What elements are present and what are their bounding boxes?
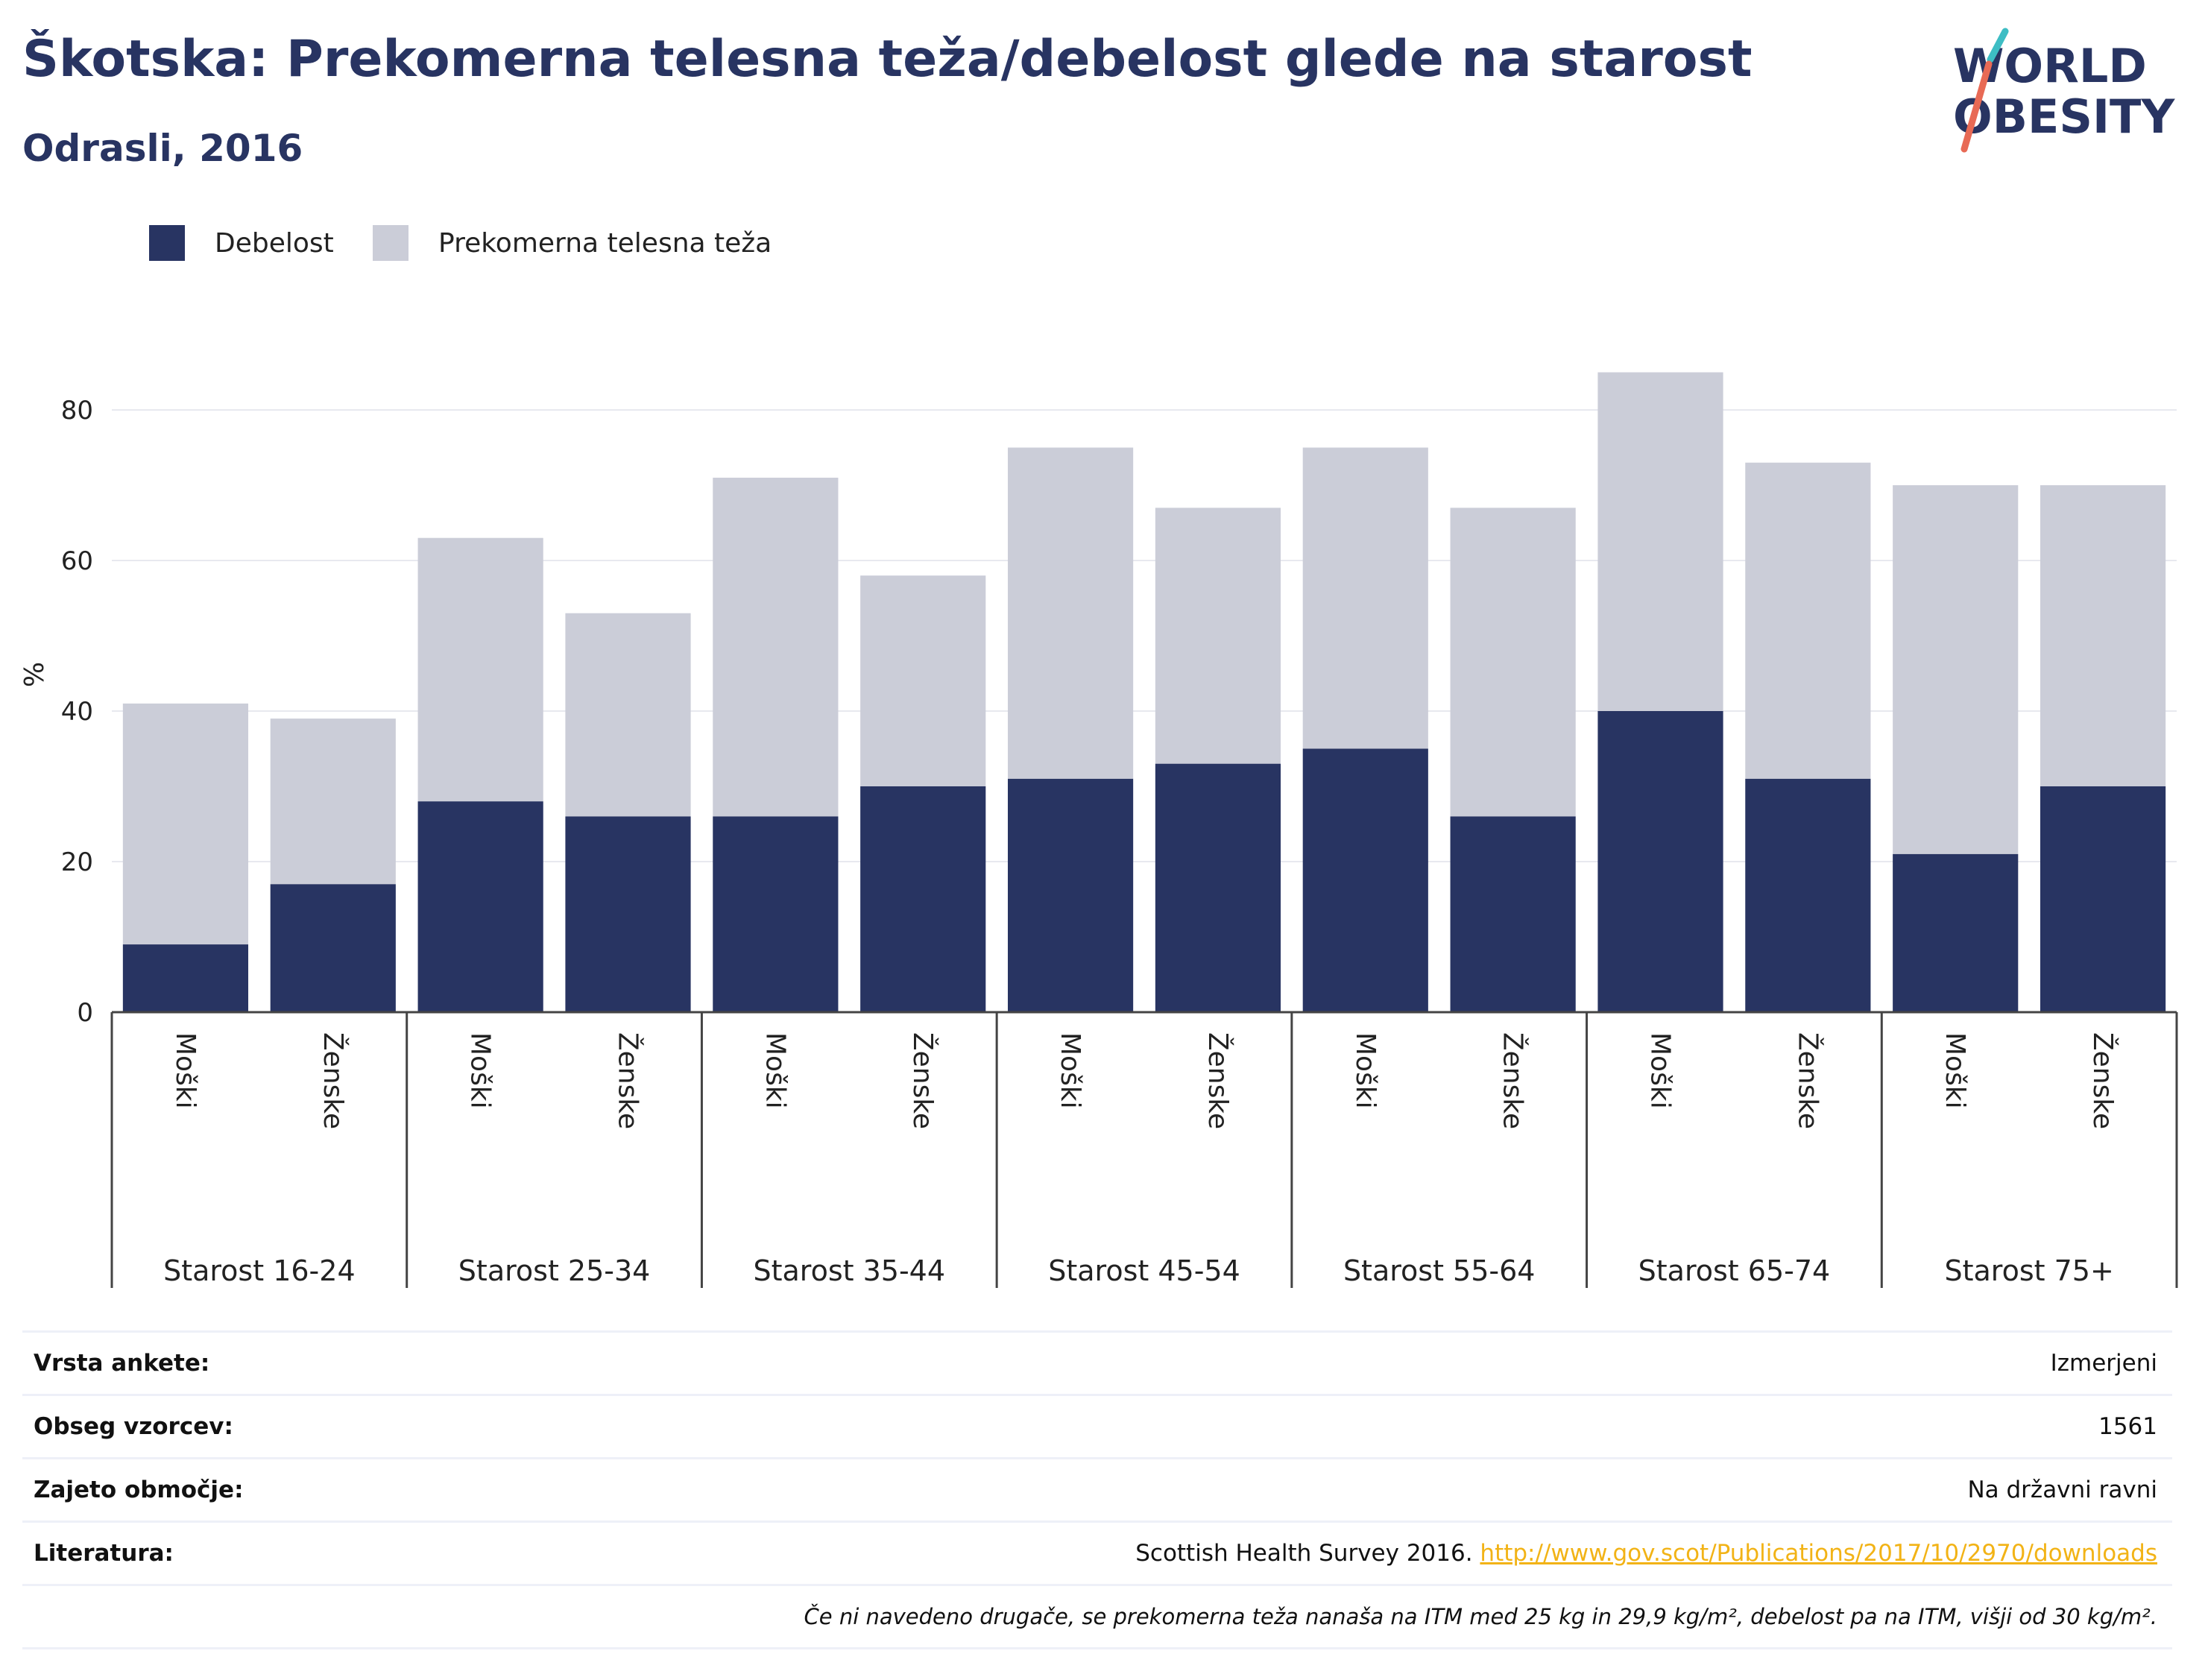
info-row-note: Če ni navedeno drugače, se prekomerna te… — [22, 1584, 2172, 1649]
bar-obesity — [270, 884, 396, 1012]
info-row-survey: Vrsta ankete: Izmerjeni — [22, 1330, 2172, 1394]
bar-overweight — [713, 477, 839, 817]
bar-obesity — [122, 944, 249, 1012]
bar-obesity — [1155, 763, 1281, 1012]
bar-obesity — [1597, 711, 1723, 1012]
coverage-area-label: Zajeto območje: — [34, 1477, 244, 1503]
legend-swatch-obesity — [149, 225, 185, 261]
x-tick-label: Ženske — [613, 1032, 644, 1129]
legend-label-obesity: Debelost — [215, 227, 334, 259]
x-tick-label: Moški — [760, 1032, 790, 1109]
y-tick-label: 20 — [61, 847, 93, 877]
group-label: Starost 25-34 — [458, 1254, 651, 1287]
bar-overweight — [417, 537, 543, 802]
y-tick-label: 0 — [77, 998, 93, 1028]
sample-size-label: Obseg vzorcev: — [34, 1413, 233, 1440]
svg-text:OBESITY: OBESITY — [1953, 89, 2175, 144]
coverage-area-value: Na državni ravni — [1967, 1477, 2157, 1503]
bar-overweight — [1302, 447, 1428, 749]
bar-overweight — [1155, 508, 1281, 764]
bar-obesity — [1450, 816, 1576, 1012]
group-label: Starost 35-44 — [754, 1254, 946, 1287]
legend-item-obesity[interactable]: Debelost — [149, 225, 334, 261]
bar-overweight — [1893, 485, 2019, 854]
info-table: Vrsta ankete: Izmerjeni Obseg vzorcev: 1… — [22, 1330, 2172, 1649]
bar-overweight — [2040, 485, 2166, 786]
info-row-sample: Obseg vzorcev: 1561 — [22, 1394, 2172, 1457]
chart-subtitle: Odrasli, 2016 — [22, 127, 303, 170]
y-axis-label: % — [19, 662, 50, 687]
bar-overweight — [122, 703, 249, 945]
x-tick-label: Ženske — [1498, 1032, 1529, 1129]
y-tick-label: 40 — [61, 697, 93, 727]
bar-obesity — [565, 816, 691, 1012]
x-tick-label: Ženske — [318, 1032, 349, 1129]
reference-value: Scottish Health Survey 2016. http://www.… — [1135, 1540, 2172, 1567]
reference-label: Literatura: — [34, 1540, 174, 1567]
bar-obesity — [860, 786, 986, 1012]
reference-link[interactable]: http://www.gov.scot/Publications/2017/10… — [1480, 1540, 2157, 1567]
group-label: Starost 75+ — [1944, 1254, 2113, 1287]
bar-obesity — [713, 816, 839, 1012]
bar-overweight — [1597, 372, 1723, 711]
group-label: Starost 45-54 — [1048, 1254, 1240, 1287]
legend-item-overweight[interactable]: Prekomerna telesna teža — [373, 225, 772, 261]
bar-obesity — [417, 801, 543, 1012]
sample-size-value: 1561 — [2098, 1413, 2157, 1440]
x-tick-label: Moški — [1350, 1032, 1381, 1109]
definition-note: Če ni navedeno drugače, se prekomerna te… — [804, 1604, 2157, 1629]
survey-type-label: Vrsta ankete: — [34, 1350, 210, 1377]
bar-overweight — [860, 575, 986, 786]
y-tick-label: 80 — [61, 396, 93, 426]
reference-text: Scottish Health Survey 2016. — [1135, 1540, 1480, 1567]
group-label: Starost 55-64 — [1343, 1254, 1536, 1287]
x-tick-label: Moški — [1055, 1032, 1085, 1109]
chart-title: Škotska: Prekomerna telesna teža/debelos… — [22, 30, 1753, 89]
bar-obesity — [1745, 778, 1871, 1012]
x-tick-label: Moški — [1940, 1032, 1970, 1109]
x-tick-label: Ženske — [907, 1032, 939, 1129]
group-label: Starost 65-74 — [1638, 1254, 1831, 1287]
legend-swatch-overweight — [373, 225, 408, 261]
x-tick-label: Moški — [1645, 1032, 1676, 1109]
bar-overweight — [1745, 462, 1871, 779]
bar-obesity — [1007, 778, 1134, 1012]
bar-overweight — [1007, 447, 1134, 779]
bar-obesity — [2040, 786, 2166, 1012]
world-obesity-logo: WORLD OBESITY — [1953, 28, 2175, 153]
info-row-reference: Literatura: Scottish Health Survey 2016.… — [22, 1520, 2172, 1584]
y-tick-label: 60 — [61, 546, 93, 576]
x-tick-label: Ženske — [2087, 1032, 2119, 1129]
x-tick-label: Moški — [170, 1032, 201, 1109]
legend-label-overweight: Prekomerna telesna teža — [438, 227, 772, 259]
x-tick-label: Ženske — [1202, 1032, 1234, 1129]
group-label: Starost 16-24 — [163, 1254, 356, 1287]
info-row-area: Zajeto območje: Na državni ravni — [22, 1457, 2172, 1520]
bar-obesity — [1893, 853, 2019, 1012]
survey-type-value: Izmerjeni — [2050, 1350, 2157, 1377]
bar-overweight — [565, 613, 691, 817]
bar-overweight — [270, 719, 396, 885]
x-tick-label: Moški — [465, 1032, 496, 1109]
x-tick-label: Ženske — [1792, 1032, 1823, 1129]
bar-obesity — [1302, 748, 1428, 1012]
bar-chart: 0 20 40 60 80% Moški Ženske Moški Ženske Moški Žen… — [19, 372, 2178, 1288]
bar-overweight — [1450, 508, 1576, 817]
